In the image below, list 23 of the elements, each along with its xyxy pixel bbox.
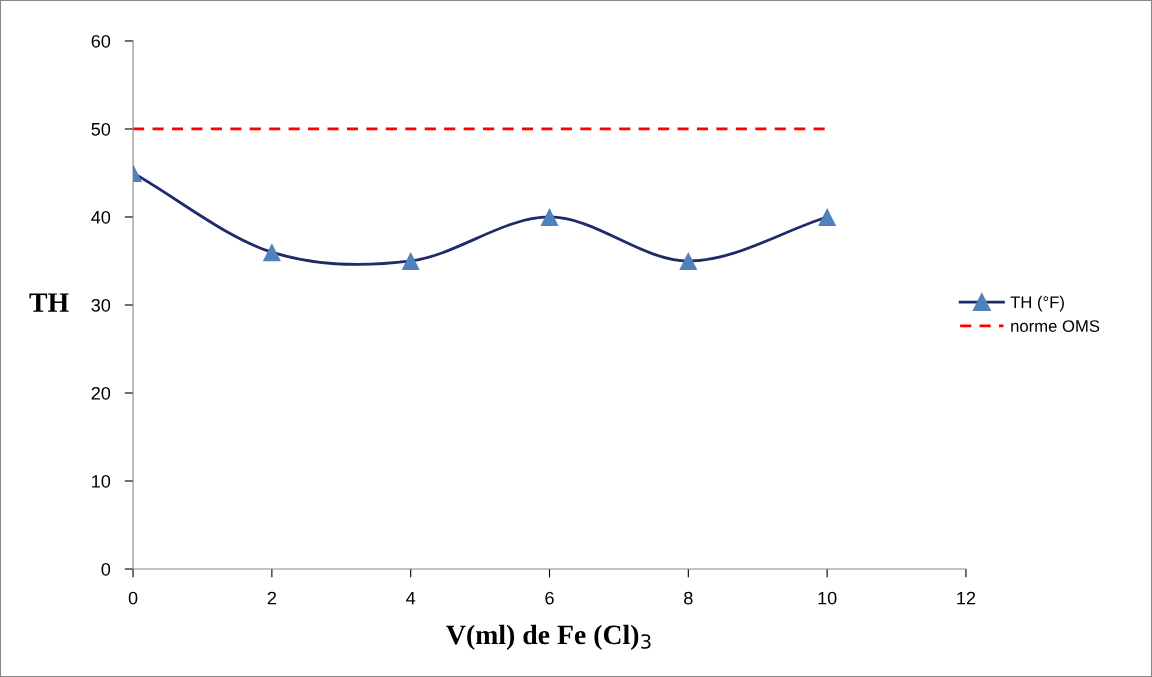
y-tick-label: 10	[92, 474, 111, 488]
point	[262, 243, 281, 262]
x-tick-label: 2	[267, 591, 276, 605]
y-tick-label: 50	[91, 122, 111, 136]
x-tick-label: 4	[406, 591, 416, 605]
point	[401, 251, 420, 271]
x-tick-label: 8	[684, 591, 693, 605]
x-tick-label: 6	[545, 591, 554, 605]
point	[540, 207, 559, 227]
legend-label: norme OMS	[1011, 320, 1100, 332]
x-tick-label: 0	[128, 591, 138, 605]
y-tick-label: 60	[91, 34, 111, 48]
y-tick-label: 30	[91, 298, 111, 312]
x-tick-label: 10	[818, 591, 837, 605]
y-tick-label: 40	[91, 210, 111, 224]
point	[679, 251, 698, 271]
y-tick-label: 20	[91, 386, 111, 400]
y-axis-title: TH	[29, 293, 69, 312]
y-tick-label: 0	[101, 562, 111, 576]
x-tick-label: 12	[957, 591, 976, 605]
point	[818, 207, 837, 227]
legend-label: TH (°F)	[1010, 295, 1064, 312]
x-axis-title: V(ml) de Fe (Cl)$_{3}$	[446, 624, 651, 650]
